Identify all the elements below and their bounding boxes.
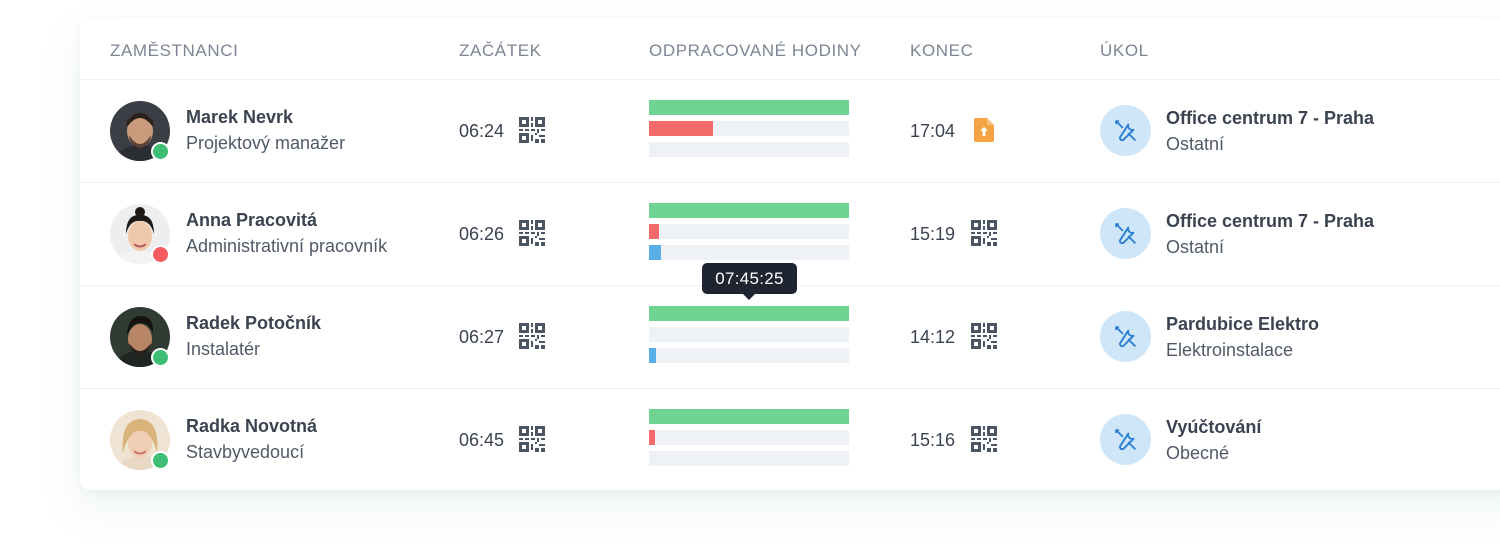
bar-track-green <box>649 100 849 115</box>
task-category: Ostatní <box>1166 134 1225 154</box>
employee-role: Instalatér <box>186 339 261 359</box>
employee-role: Stavbyvedoucí <box>186 442 305 462</box>
bar-track-red <box>649 224 849 239</box>
bar-blue <box>649 245 661 260</box>
start-time: 06:45 <box>459 430 505 450</box>
qr-code-icon[interactable] <box>519 117 545 143</box>
bar-track-red <box>649 430 849 445</box>
task-name[interactable]: Pardubice Elektro <box>1166 314 1320 334</box>
start-time: 06:27 <box>459 327 505 347</box>
end-time: 15:19 <box>910 224 956 244</box>
tools-icon[interactable] <box>1100 208 1151 259</box>
table-row[interactable]: Radek Potočník Instalatér 06:27 14:12 <box>80 286 1500 389</box>
qr-code-icon[interactable] <box>519 220 545 246</box>
bar-track-green <box>649 306 849 321</box>
bar-track-red <box>649 121 849 136</box>
end-time: 14:12 <box>910 327 956 347</box>
start-time: 06:24 <box>459 121 505 141</box>
bar-track-green <box>649 409 849 424</box>
status-online-dot <box>151 142 170 161</box>
end-time: 17:04 <box>910 121 956 141</box>
employee-role: Administrativní pracovník <box>186 236 388 256</box>
header-employees[interactable]: ZAMĚSTNANCI <box>110 41 239 60</box>
status-offline-dot <box>151 245 170 264</box>
upload-file-icon[interactable] <box>974 118 994 142</box>
employee-role: Projektový manažer <box>186 133 346 153</box>
bar-track-blue <box>649 451 849 466</box>
bar-track-red <box>649 327 849 342</box>
task-name[interactable]: Office centrum 7 - Praha <box>1166 108 1375 128</box>
table-row[interactable]: Marek Nevrk Projektový manažer 06:24 17:… <box>80 80 1500 183</box>
header-start[interactable]: ZAČÁTEK <box>459 41 542 60</box>
qr-code-icon[interactable] <box>519 323 545 349</box>
bar-green <box>649 409 849 424</box>
qr-code-icon[interactable] <box>971 323 997 349</box>
employee-name[interactable]: Radek Potočník <box>186 313 322 333</box>
start-time: 06:26 <box>459 224 505 244</box>
bar-track-blue <box>649 245 849 260</box>
status-online-dot <box>151 348 170 367</box>
bar-track-green <box>649 203 849 218</box>
qr-code-icon[interactable] <box>971 220 997 246</box>
employee-name[interactable]: Anna Pracovitá <box>186 210 318 230</box>
header-hours[interactable]: ODPRACOVANÉ HODINY <box>649 41 862 60</box>
task-category: Elektroinstalace <box>1166 340 1294 360</box>
tools-icon[interactable] <box>1100 414 1151 465</box>
bar-green <box>649 203 849 218</box>
task-category: Ostatní <box>1166 237 1225 257</box>
bar-blue <box>649 348 656 363</box>
task-name[interactable]: Office centrum 7 - Praha <box>1166 211 1375 231</box>
hours-tooltip: 07:45:25 <box>702 263 797 300</box>
header-task[interactable]: ÚKOL <box>1100 41 1149 60</box>
attendance-table: ZAMĚSTNANCI ZAČÁTEK ODPRACOVANÉ HODINY K… <box>80 18 1500 490</box>
bar-track-blue <box>649 348 849 363</box>
header-end[interactable]: KONEC <box>910 41 974 60</box>
table-row[interactable]: Radka Novotná Stavbyvedoucí 06:45 15:16 <box>80 389 1500 490</box>
bar-red <box>649 121 713 136</box>
bar-red <box>649 224 659 239</box>
bar-green <box>649 100 849 115</box>
qr-code-icon[interactable] <box>971 426 997 452</box>
status-online-dot <box>151 451 170 470</box>
bar-track-blue <box>649 142 849 157</box>
tools-icon[interactable] <box>1100 311 1151 362</box>
task-name[interactable]: Vyúčtování <box>1166 417 1262 437</box>
end-time: 15:16 <box>910 430 956 450</box>
bar-red <box>649 430 655 445</box>
task-category: Obecné <box>1166 443 1230 463</box>
bar-green <box>649 306 849 321</box>
tools-icon[interactable] <box>1100 105 1151 156</box>
table-header: ZAMĚSTNANCI ZAČÁTEK ODPRACOVANÉ HODINY K… <box>80 18 1500 80</box>
employee-name[interactable]: Marek Nevrk <box>186 107 294 127</box>
employee-name[interactable]: Radka Novotná <box>186 416 318 436</box>
qr-code-icon[interactable] <box>519 426 545 452</box>
